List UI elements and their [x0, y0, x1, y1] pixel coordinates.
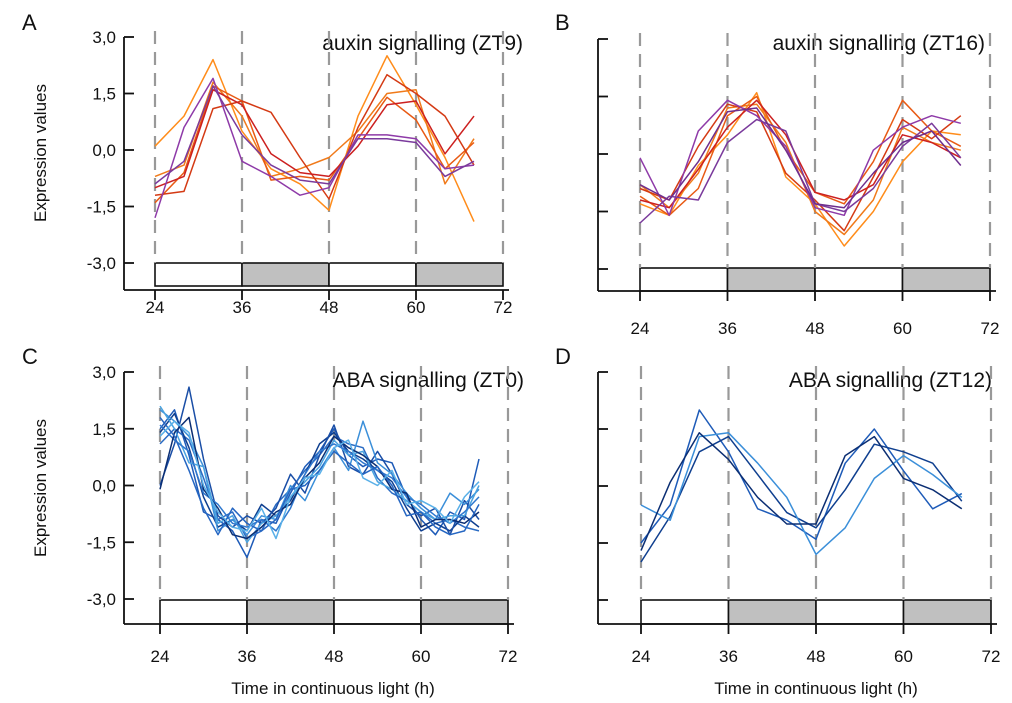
x-tick-label-b-2: 48: [806, 319, 825, 338]
panel-title-c: ABA signalling (ZT0): [333, 369, 524, 392]
series-line-b-7: [639, 107, 962, 209]
x-tick-label-c-1: 36: [238, 647, 257, 666]
panel-c: C ABA signalling (ZT0) Expression values…: [22, 344, 524, 698]
series-line-a-3: [154, 73, 475, 200]
night-segment-c-1: [246, 599, 335, 625]
x-tick-label-b-0: 24: [631, 319, 650, 338]
x-axis-title-d: Time in continuous light (h): [714, 679, 917, 698]
day-segment-c-2: [333, 599, 422, 625]
plot-area-d: 24 36 48 60 72: [597, 366, 1001, 666]
day-segment-a-0: [154, 262, 243, 287]
night-segment-a-1: [241, 262, 330, 287]
panel-a: A auxin signalling (ZT9) Expression valu…: [22, 10, 523, 317]
series-line-b-2: [639, 95, 962, 217]
x-tick-label-a-3: 60: [407, 298, 426, 317]
day-segment-b-0: [639, 267, 729, 292]
series-line-c-3: [159, 386, 480, 536]
x-tick-label-c-2: 48: [325, 647, 344, 666]
panel-letter-c: C: [22, 344, 38, 369]
night-segment-a-3: [415, 262, 504, 287]
y-tick-label-a-2: 0,0: [92, 141, 116, 160]
plot-area-a: 3,0 1,5 0,0 -1,5 -3,0 24 36 48 60 72: [87, 28, 513, 317]
y-axis-title-a: Expression values: [31, 84, 50, 222]
y-tick-label-c-0: 3,0: [92, 363, 116, 382]
x-tick-label-b-4: 72: [981, 319, 1000, 338]
x-tick-label-a-4: 72: [494, 298, 513, 317]
x-tick-label-a-1: 36: [233, 298, 252, 317]
series-line-c-2: [159, 412, 480, 532]
panel-b: B auxin signalling (ZT16) 24 36 48 60 72: [555, 10, 999, 338]
day-segment-d-2: [815, 599, 905, 625]
panel-title-d: ABA signalling (ZT12): [789, 369, 992, 392]
day-segment-c-0: [159, 599, 248, 625]
series-line-a-0: [154, 55, 475, 222]
y-axis-title-c: Expression values: [31, 419, 50, 557]
x-tick-label-a-0: 24: [146, 298, 165, 317]
y-tick-label-a-1: 1,5: [92, 85, 116, 104]
y-tick-label-c-4: -3,0: [87, 590, 116, 609]
panel-letter-d: D: [555, 344, 571, 369]
series-line-b-4: [639, 99, 962, 209]
night-segment-d-1: [727, 599, 817, 625]
series-line-c-9: [159, 420, 480, 540]
night-segment-b-1: [726, 267, 816, 292]
x-tick-label-d-0: 24: [632, 647, 651, 666]
day-segment-a-2: [328, 262, 417, 287]
y-tick-label-a-3: -1,5: [87, 198, 116, 217]
night-segment-d-3: [902, 599, 992, 625]
panel-title-b: auxin signalling (ZT16): [773, 32, 985, 55]
x-axis-title-c: Time in continuous light (h): [231, 679, 434, 698]
x-tick-label-b-3: 60: [893, 319, 912, 338]
x-tick-label-b-1: 36: [718, 319, 737, 338]
x-tick-label-c-0: 24: [151, 647, 170, 666]
series-line-a-4: [154, 88, 475, 189]
y-tick-label-c-2: 0,0: [92, 477, 116, 496]
night-segment-c-3: [420, 599, 509, 625]
x-tick-label-c-4: 72: [499, 647, 518, 666]
series-line-c-8: [159, 416, 480, 536]
x-tick-label-d-1: 36: [719, 647, 738, 666]
day-segment-d-0: [640, 599, 730, 625]
series-line-d-2: [640, 432, 963, 556]
night-segment-b-3: [901, 267, 991, 292]
panel-d: D ABA signalling (ZT12) Time in continuo…: [555, 344, 1000, 698]
x-tick-label-d-2: 48: [807, 647, 826, 666]
series-line-a-1: [154, 81, 475, 185]
y-tick-label-a-0: 3,0: [92, 28, 116, 47]
series-line-d-1: [640, 435, 963, 563]
x-tick-label-d-3: 60: [894, 647, 913, 666]
series-line-d-3: [640, 432, 963, 551]
series-line-a-6: [154, 85, 475, 185]
panel-title-a: auxin signalling (ZT9): [322, 32, 523, 55]
series-line-c-6: [159, 424, 480, 532]
x-tick-label-c-3: 60: [412, 647, 431, 666]
panel-letter-a: A: [22, 10, 37, 35]
y-tick-label-c-1: 1,5: [92, 420, 116, 439]
x-tick-label-d-4: 72: [982, 647, 1001, 666]
y-tick-label-c-3: -1,5: [87, 533, 116, 552]
y-tick-label-a-4: -3,0: [87, 254, 116, 273]
series-line-a-2: [154, 85, 475, 204]
panel-letter-b: B: [555, 10, 570, 35]
day-segment-b-2: [814, 267, 904, 292]
series-line-b-6: [639, 118, 962, 224]
series-line-b-0: [639, 91, 961, 247]
series-line-b-3: [639, 103, 962, 232]
x-tick-label-a-2: 48: [320, 298, 339, 317]
series-line-d-0: [640, 409, 963, 544]
plot-area-b: 24 36 48 60 72: [597, 33, 1000, 338]
series-line-a-5: [154, 77, 475, 219]
plot-area-c: 3,0 1,5 0,0 -1,5 -3,0 24 36 48 60 72: [87, 363, 518, 666]
